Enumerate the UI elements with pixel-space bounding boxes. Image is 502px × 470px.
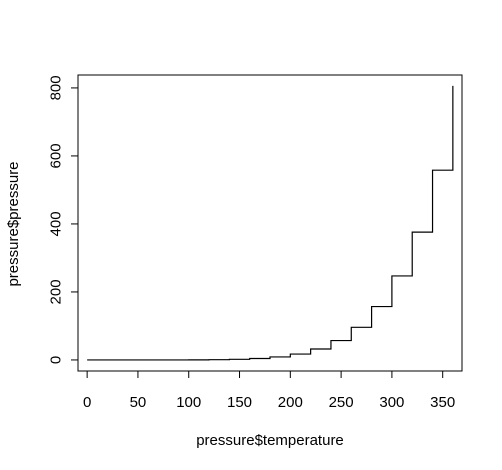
x-tick-label: 350 bbox=[430, 394, 455, 411]
y-axis-title: pressure$pressure bbox=[5, 161, 22, 286]
x-tick-label: 250 bbox=[329, 394, 354, 411]
y-tick-label: 400 bbox=[48, 211, 65, 236]
y-tick-label: 0 bbox=[48, 356, 65, 364]
x-tick-label: 150 bbox=[227, 394, 252, 411]
x-tick-label: 100 bbox=[176, 394, 201, 411]
x-tick-label: 300 bbox=[379, 394, 404, 411]
plot-box bbox=[77, 74, 463, 372]
y-axis: 0 200 400 600 800 bbox=[48, 75, 79, 364]
x-tick-label: 0 bbox=[83, 394, 91, 411]
x-tick-label: 200 bbox=[278, 394, 303, 411]
y-tick-label: 800 bbox=[48, 75, 65, 100]
x-tick-label: 50 bbox=[130, 394, 147, 411]
series-line-pressure bbox=[87, 85, 454, 361]
y-tick-label: 600 bbox=[48, 143, 65, 168]
x-axis-title: pressure$temperature bbox=[196, 432, 344, 449]
y-tick-label: 200 bbox=[48, 279, 65, 304]
x-axis: 0 50 100 150 200 250 300 350 bbox=[83, 370, 455, 411]
